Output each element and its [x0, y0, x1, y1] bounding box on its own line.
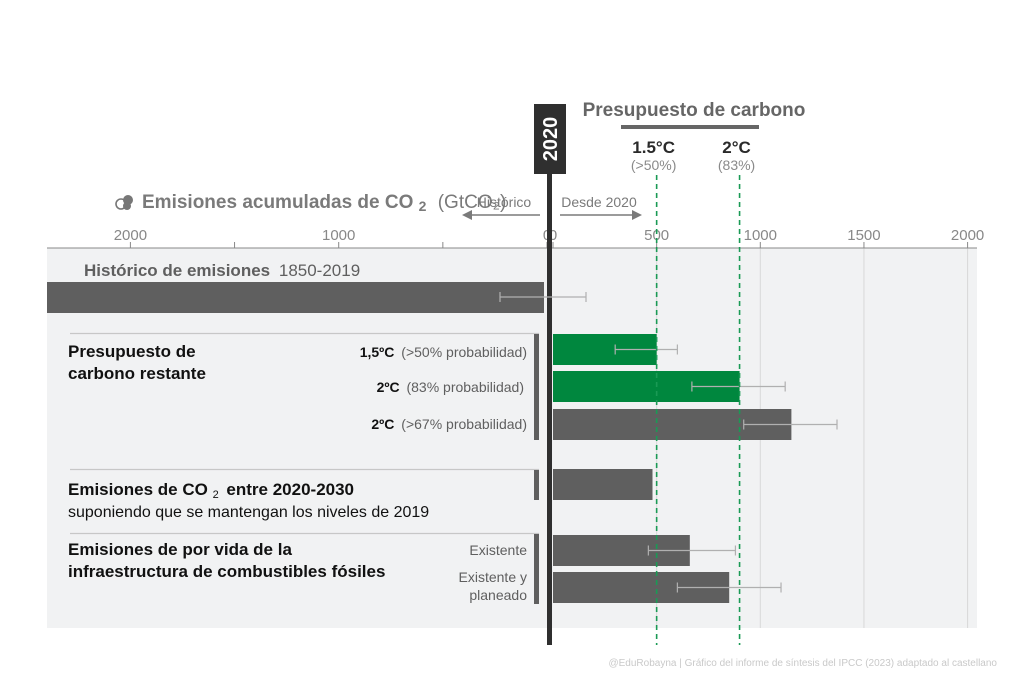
historic-label: Histórico de emisiones 1850-2019: [84, 261, 360, 280]
group-co2-label: Emisiones de CO 2 entre 2020-2030: [68, 480, 354, 502]
budget-line-label: 1.5°C: [632, 138, 675, 157]
bar-label-2c-83-bold: 2ºC: [377, 379, 400, 395]
bar-label-2c-67: 2ºC (>67% probabilidad): [371, 416, 527, 432]
group-budget-label-2: carbono restante: [68, 364, 206, 383]
historic-label-rest: 1850-2019: [279, 261, 360, 280]
bar-label-existente-planeado-1: Existente y: [459, 569, 527, 585]
bar-label-2c-67-bold: 2ºC: [371, 416, 394, 432]
bar-label-2c-83-rest: (83% probabilidad): [406, 379, 524, 395]
bar-label-15c-bold: 1,5ºC: [360, 344, 395, 360]
bar-label-15c-rest: (>50% probabilidad): [401, 344, 527, 360]
bars: [553, 334, 838, 603]
chart-title: Emisiones acumuladas de CO 2 (GtCO₂): [142, 192, 506, 216]
historico-arrow-label: Histórico: [477, 194, 532, 210]
tick-label: 500: [644, 227, 669, 244]
year-marker-box: [534, 104, 566, 174]
group-co2-label-main: Emisiones de CO: [68, 480, 208, 499]
year-marker-label: 2020: [540, 117, 562, 162]
tick-label: 2000: [114, 227, 147, 244]
desde-arrow-label: Desde 2020: [561, 194, 637, 210]
group-infra-label-2: infraestructura de combustibles fósiles: [68, 562, 385, 581]
historic-label-bold: Histórico de emisiones: [84, 261, 270, 280]
budget-line-sublabel: (>50%): [631, 157, 677, 173]
tick-label: 0: [549, 227, 557, 244]
group-co2-label-line2: suponiendo que se mantengan los niveles …: [68, 504, 429, 521]
bar-label-2c-67-rest: (>67% probabilidad): [401, 416, 527, 432]
bar-label-existente: Existente: [469, 542, 527, 558]
tick-label: 1000: [322, 227, 355, 244]
budget-labels: 1.5°C(>50%) 2°C(83%): [631, 138, 755, 173]
group-co2-label-rest: entre 2020-2030: [226, 480, 354, 499]
budget-line-sublabel: (83%): [718, 157, 755, 173]
chart-title-sub: 2: [419, 198, 427, 214]
tick-label: 1500: [847, 227, 880, 244]
group-co2-label-sub: 2: [213, 489, 219, 501]
group-budget-label-1: Presupuesto de: [68, 342, 196, 361]
bar-label-2c-83: 2ºC (83% probabilidad): [377, 379, 524, 395]
historic-bar: [47, 282, 544, 313]
group-infra-label-1: Emisiones de por vida de la: [68, 540, 292, 559]
tick-label: 1000: [744, 227, 777, 244]
historic-bar-group: [47, 282, 587, 313]
bar-label-15c: 1,5ºC (>50% probabilidad): [360, 344, 527, 360]
budget-line-label: 2°C: [722, 138, 751, 157]
credit-text: @EduRobayna | Gráfico del informe de sín…: [608, 658, 997, 669]
chart-title-unit: (GtCO₂): [438, 192, 507, 213]
bar-label-existente-planeado-2: planeado: [469, 587, 527, 603]
bar-co2-2020-2030: [553, 469, 653, 500]
right-arrow-icon: [560, 210, 642, 220]
chart-title-main: Emisiones acumuladas de CO: [142, 192, 413, 213]
group-brackets: [70, 332, 539, 604]
tick-label: 2000: [951, 227, 984, 244]
budget-dashed-lines: [655, 175, 741, 645]
co2-cloud-icon: [115, 195, 133, 210]
left-arrow-icon: [462, 210, 540, 220]
budget-header: Presupuesto de carbono: [583, 100, 806, 121]
